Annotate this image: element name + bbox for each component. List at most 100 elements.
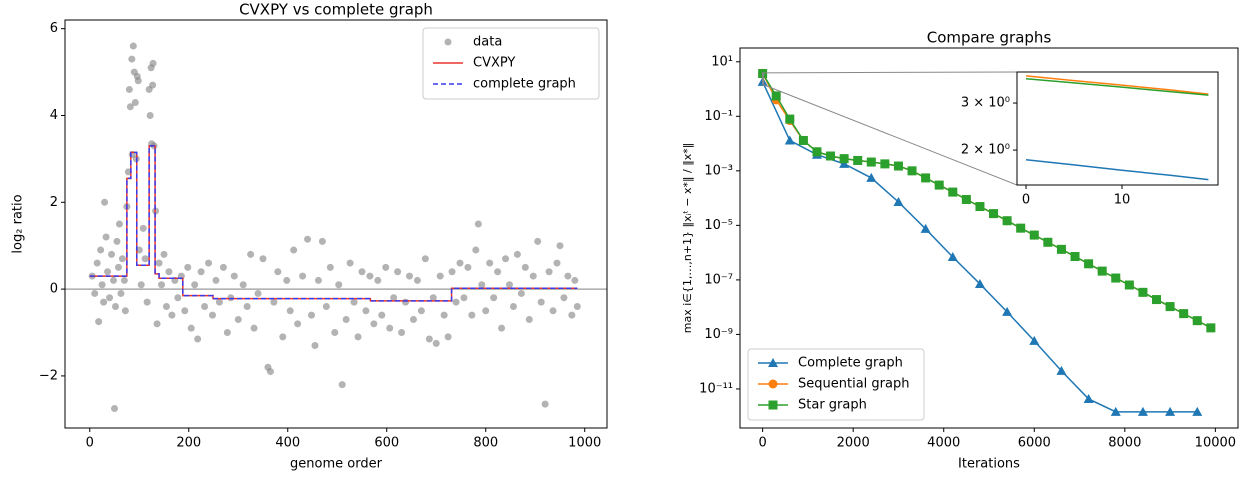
data-point bbox=[128, 55, 136, 63]
data-point bbox=[181, 307, 189, 315]
data-point bbox=[129, 42, 137, 50]
legend-label: complete graph bbox=[473, 77, 576, 92]
data-point bbox=[529, 272, 537, 280]
data-point bbox=[486, 259, 494, 267]
legend-label: Star graph bbox=[798, 398, 867, 413]
data-point bbox=[139, 224, 147, 232]
data-point bbox=[168, 311, 176, 319]
data-point bbox=[250, 324, 258, 332]
y-axis-label: log₂ ratio bbox=[11, 194, 26, 253]
data-point bbox=[464, 263, 472, 271]
data-point bbox=[456, 259, 464, 267]
data-point bbox=[239, 281, 247, 289]
y-tick-label: 2 bbox=[50, 195, 58, 210]
data-point bbox=[421, 255, 429, 263]
data-point bbox=[174, 294, 182, 302]
data-point bbox=[243, 302, 251, 310]
y-tick-label: 3 × 10⁰ bbox=[961, 96, 1010, 111]
x-tick-label: 10 bbox=[1114, 193, 1131, 208]
marker bbox=[1097, 266, 1107, 276]
marker bbox=[921, 173, 931, 183]
data-point bbox=[149, 59, 157, 67]
zoom-region bbox=[762, 72, 765, 85]
data-point bbox=[141, 255, 149, 263]
data-point bbox=[153, 320, 161, 328]
data-point bbox=[120, 276, 128, 284]
data-point bbox=[521, 263, 529, 271]
marker bbox=[784, 135, 795, 145]
marker bbox=[1111, 273, 1121, 283]
data-point bbox=[472, 246, 480, 254]
marker bbox=[1083, 393, 1094, 403]
data-point bbox=[342, 315, 350, 323]
data-point bbox=[100, 298, 108, 306]
data-point bbox=[304, 235, 312, 243]
data-point bbox=[350, 298, 358, 306]
inset-line bbox=[1025, 158, 1209, 181]
data-point bbox=[366, 272, 374, 280]
legend-box bbox=[747, 348, 925, 421]
series-line bbox=[89, 145, 578, 302]
data-point bbox=[114, 263, 122, 271]
data-point bbox=[279, 333, 287, 341]
legend-marker bbox=[768, 400, 778, 410]
marker bbox=[1043, 237, 1053, 247]
data-point bbox=[354, 333, 362, 341]
data-point bbox=[91, 289, 99, 297]
marker bbox=[975, 202, 985, 212]
data-point bbox=[311, 342, 319, 350]
marker bbox=[961, 194, 971, 204]
legend-marker bbox=[768, 379, 778, 389]
y-tick-label: 10⁻¹ bbox=[704, 109, 733, 124]
x-tick-label: 0 bbox=[1022, 193, 1030, 208]
data-point bbox=[146, 111, 154, 119]
legend-swatch bbox=[444, 38, 452, 46]
marker bbox=[893, 161, 903, 171]
series-line bbox=[761, 73, 1212, 329]
data-point bbox=[553, 259, 561, 267]
y-tick-label: 10⁻³ bbox=[704, 163, 733, 178]
data-point bbox=[314, 276, 322, 284]
y-tick-label: 2 × 10⁰ bbox=[961, 143, 1010, 158]
data-point bbox=[104, 268, 112, 276]
data-point bbox=[509, 302, 517, 310]
data-point bbox=[478, 281, 486, 289]
data-point bbox=[394, 268, 402, 276]
marker bbox=[920, 223, 931, 233]
data-point bbox=[413, 276, 421, 284]
data-point bbox=[331, 329, 339, 337]
marker bbox=[1165, 406, 1176, 416]
marker bbox=[839, 154, 849, 164]
data-point bbox=[541, 400, 549, 408]
axes-frame bbox=[64, 19, 608, 429]
data-point bbox=[505, 281, 513, 289]
series-line bbox=[89, 145, 578, 302]
data-point bbox=[184, 263, 192, 271]
data-point bbox=[498, 324, 506, 332]
data-point bbox=[409, 315, 417, 323]
x-tick-label: 400 bbox=[275, 436, 300, 451]
data-point bbox=[390, 294, 398, 302]
legend-label: data bbox=[473, 35, 502, 50]
marker bbox=[812, 147, 822, 157]
data-point bbox=[227, 294, 235, 302]
data-point bbox=[452, 298, 460, 306]
legend-box bbox=[422, 27, 600, 100]
data-point bbox=[432, 339, 440, 347]
legend-label: CVXPY bbox=[473, 56, 515, 71]
data-point bbox=[131, 98, 139, 106]
data-point bbox=[95, 318, 103, 326]
marker bbox=[1179, 309, 1189, 319]
data-point bbox=[219, 263, 227, 271]
data-point bbox=[549, 307, 557, 315]
data-point bbox=[108, 250, 116, 258]
marker bbox=[1016, 223, 1026, 233]
data-point bbox=[556, 242, 564, 250]
data-point bbox=[125, 85, 133, 93]
data-point bbox=[398, 329, 406, 337]
data-point bbox=[425, 335, 433, 343]
data-point bbox=[247, 250, 255, 258]
data-point bbox=[525, 315, 533, 323]
data-point bbox=[110, 404, 118, 412]
data-point bbox=[274, 268, 282, 276]
